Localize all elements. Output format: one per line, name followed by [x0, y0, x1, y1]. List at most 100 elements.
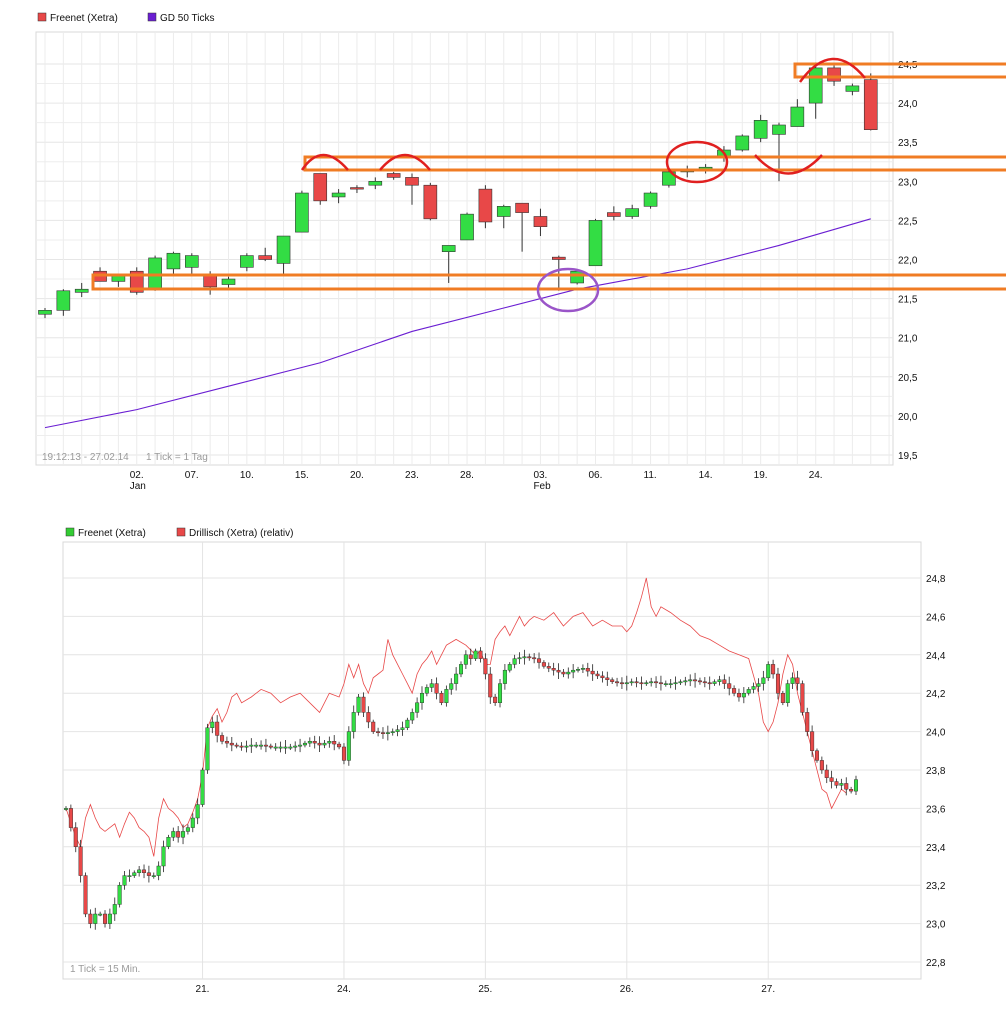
intraday-candle-body-down [337, 743, 342, 748]
intraday-candle [307, 737, 312, 747]
intraday-candle-body-down [215, 721, 220, 736]
intraday-candle [615, 677, 620, 687]
intraday-candle [229, 736, 234, 752]
candle [185, 253, 199, 276]
intraday-candle [366, 706, 371, 729]
intraday-candle-body-down [376, 731, 381, 733]
intraday-candle [142, 864, 147, 879]
intraday-candle-body-up [298, 744, 303, 747]
intraday-candle-body-up [259, 744, 264, 747]
intraday-candle-body-up [156, 865, 161, 876]
intraday-candle [546, 662, 551, 673]
intraday-candle-body-down [103, 913, 108, 924]
intraday-candle [819, 756, 824, 774]
candle [460, 212, 474, 241]
candle-body-up [662, 171, 676, 186]
intraday-candle-body-down [805, 712, 810, 732]
intraday-candle [200, 767, 205, 807]
intraday-candle [376, 727, 381, 737]
intraday-candle [483, 653, 488, 680]
intraday-footer-left: 1 Tick = 15 Min. [70, 964, 140, 975]
intraday-candle [732, 685, 737, 697]
candle [753, 114, 768, 143]
intraday-candle-body-up [663, 683, 668, 685]
y-tick-label: 24,8 [926, 574, 946, 585]
intraday-legend: Freenet (Xetra) Drillisch (Xetra) (relat… [65, 527, 293, 539]
candle-body-up [808, 67, 823, 104]
intraday-candle [112, 897, 117, 921]
candle [625, 204, 640, 219]
intraday-candle-body-up [761, 677, 766, 684]
intraday-candle-body-down [595, 673, 600, 677]
intraday-candle-body-down [366, 712, 371, 723]
intraday-candle-body-down [824, 769, 829, 778]
intraday-candle-body-up [390, 731, 395, 733]
intraday-candle-body-up [200, 769, 205, 805]
intraday-candle-body-down [834, 781, 839, 786]
intraday-candle-body-up [385, 732, 390, 734]
candle [56, 289, 71, 316]
intraday-candle [351, 705, 356, 739]
intraday-candle [322, 740, 327, 749]
intraday-candle-body-up [98, 913, 103, 916]
intraday-candle-body-down [585, 668, 590, 672]
intraday-candle [629, 678, 634, 686]
x-tick-label: 21. [196, 984, 210, 995]
intraday-candle [302, 740, 307, 748]
y-tick-label: 19,5 [898, 451, 918, 462]
daily-plot-area [35, 31, 894, 466]
y-tick-label: 23,8 [926, 766, 946, 777]
intraday-candle-body-up [395, 729, 400, 732]
candle-body-up [772, 124, 786, 135]
intraday-candle-body-down [658, 682, 663, 685]
intraday-candle [610, 677, 615, 684]
intraday-candle [512, 654, 517, 669]
candle-body-down [405, 177, 419, 186]
intraday-candle [473, 648, 478, 661]
intraday-candle-body-up [459, 664, 464, 675]
candle-body-down [551, 256, 566, 260]
intraday-candle [532, 653, 537, 664]
intraday-candle-body-up [683, 680, 688, 683]
intraday-candle-body-up [449, 683, 454, 690]
intraday-candle [337, 741, 342, 750]
intraday-candle-body-down [654, 681, 659, 684]
intraday-candle [195, 798, 200, 825]
intraday-candle-body-up [185, 827, 190, 832]
intraday-candle-body-up [288, 746, 293, 749]
daily-legend: Freenet (Xetra) GD 50 Ticks [37, 12, 214, 24]
intraday-candle [220, 732, 225, 745]
intraday-candle-body-up [580, 668, 585, 670]
resistance-box-mid [303, 155, 1006, 172]
candle-body-down [350, 187, 364, 190]
candle-body-up [331, 192, 346, 198]
intraday-candle-body-down [819, 760, 824, 771]
intraday-candle [478, 647, 483, 663]
intraday-candle-body-down [619, 682, 624, 685]
intraday-candle-body-up [327, 741, 332, 744]
intraday-candle [780, 690, 785, 706]
intraday-candle [619, 677, 624, 689]
intraday-candle [766, 661, 771, 681]
candle [258, 247, 273, 262]
intraday-candle-body-down [88, 913, 93, 924]
intraday-chart: Freenet (Xetra) Drillisch (Xetra) (relat… [62, 527, 946, 995]
intraday-candle-body-down [83, 875, 88, 915]
intraday-candle-body-down [224, 741, 229, 744]
intraday-candle-body-up [127, 875, 132, 877]
intraday-candle [790, 672, 795, 689]
intraday-candle [702, 677, 707, 688]
intraday-candle [127, 869, 132, 882]
intraday-candle [424, 684, 429, 697]
intraday-candle-body-up [517, 657, 522, 660]
candle-body-down [478, 188, 493, 223]
candle [570, 270, 584, 285]
intraday-candle [493, 693, 498, 706]
legend-swatch-freenet [37, 12, 47, 22]
intraday-candle [854, 775, 859, 795]
intraday-candle [454, 667, 459, 691]
y-tick-label: 20,0 [898, 412, 918, 423]
intraday-candle-body-down [142, 869, 147, 873]
intraday-candle [449, 678, 454, 695]
candle-body-up [496, 206, 511, 217]
